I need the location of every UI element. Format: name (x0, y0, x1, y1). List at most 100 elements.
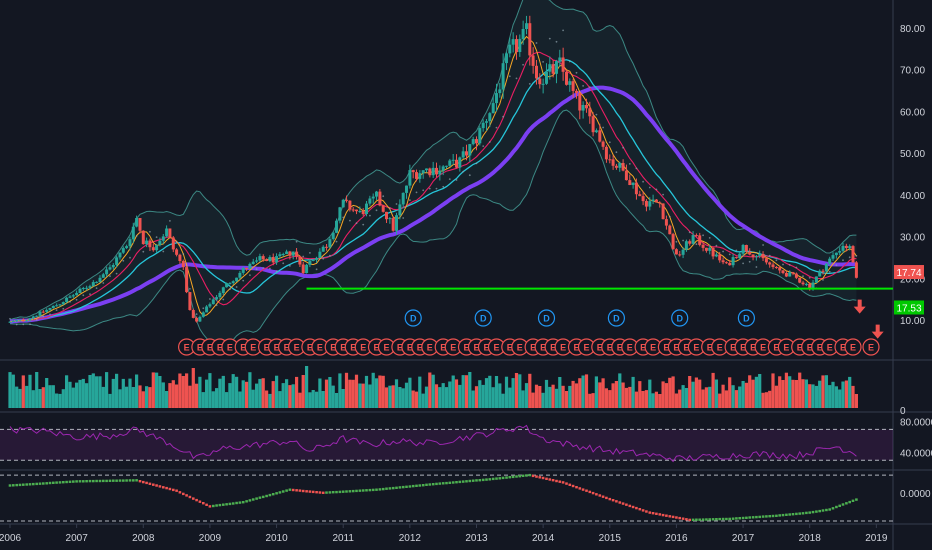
candle[interactable] (251, 258, 255, 265)
candle[interactable] (478, 126, 482, 146)
candle[interactable] (201, 311, 205, 318)
candle[interactable] (141, 230, 145, 245)
candle[interactable] (435, 162, 438, 178)
candle[interactable] (198, 315, 202, 323)
candle[interactable] (451, 154, 455, 165)
candle[interactable] (358, 206, 362, 214)
candle[interactable] (445, 165, 448, 169)
candle[interactable] (565, 71, 568, 86)
candle[interactable] (668, 224, 672, 235)
candle[interactable] (208, 302, 212, 309)
candle[interactable] (528, 15, 532, 66)
candle[interactable] (571, 78, 575, 98)
candle[interactable] (558, 49, 562, 67)
candle[interactable] (734, 256, 738, 259)
candle[interactable] (15, 319, 19, 323)
rsi-line[interactable] (9, 424, 857, 463)
candle[interactable] (714, 252, 718, 258)
candle[interactable] (18, 319, 22, 322)
candle[interactable] (548, 56, 552, 80)
candle[interactable] (125, 244, 129, 250)
dividend-marker[interactable]: D (607, 309, 626, 327)
dividend-marker[interactable]: D (474, 309, 492, 327)
candle[interactable] (258, 253, 262, 263)
candle[interactable] (115, 255, 119, 268)
candle[interactable] (781, 269, 785, 275)
candle[interactable] (428, 167, 432, 178)
candle[interactable] (684, 239, 688, 252)
candle[interactable] (61, 301, 65, 306)
candle[interactable] (121, 246, 125, 254)
candle[interactable] (471, 136, 475, 146)
candle[interactable] (315, 256, 319, 263)
candle[interactable] (834, 252, 838, 259)
candle[interactable] (55, 303, 59, 307)
earnings-marker[interactable]: E (687, 338, 706, 356)
candle[interactable] (278, 252, 282, 259)
candle[interactable] (541, 78, 545, 94)
candle[interactable] (221, 286, 225, 295)
candle[interactable] (375, 190, 378, 201)
candle[interactable] (618, 161, 622, 172)
candle[interactable] (751, 254, 755, 261)
price-pane[interactable] (8, 0, 894, 346)
candle[interactable] (178, 253, 182, 265)
candle[interactable] (711, 247, 715, 260)
candle[interactable] (318, 248, 322, 259)
candle[interactable] (598, 123, 602, 143)
candle[interactable] (591, 112, 595, 137)
candle[interactable] (778, 265, 782, 274)
sell-arrow-icon[interactable] (853, 299, 866, 314)
candle[interactable] (731, 253, 735, 268)
candle[interactable] (175, 248, 179, 257)
candle[interactable] (801, 280, 805, 286)
candle[interactable] (704, 247, 708, 253)
candle[interactable] (491, 96, 495, 114)
candle[interactable] (28, 317, 32, 322)
candle[interactable] (501, 53, 505, 99)
candle[interactable] (311, 258, 315, 262)
candle[interactable] (388, 217, 392, 224)
dividend-marker[interactable]: D (671, 309, 689, 327)
candle[interactable] (821, 269, 825, 275)
candle[interactable] (624, 164, 628, 181)
candle[interactable] (35, 315, 39, 317)
candle[interactable] (488, 112, 492, 128)
support-price-tag[interactable]: 17.53 (894, 300, 924, 315)
earnings-marker[interactable]: E (711, 338, 729, 356)
earnings-marker[interactable]: E (511, 338, 529, 356)
candle[interactable] (151, 243, 155, 252)
earnings-marker[interactable]: E (862, 338, 880, 356)
candle[interactable] (298, 255, 302, 267)
candle[interactable] (391, 216, 395, 232)
candle[interactable] (205, 305, 209, 313)
candle[interactable] (768, 261, 772, 268)
candle[interactable] (398, 199, 402, 220)
candle[interactable] (535, 60, 538, 85)
candle[interactable] (191, 308, 195, 319)
candle[interactable] (794, 272, 798, 280)
candle[interactable] (321, 245, 325, 252)
last-price-tag[interactable]: 17.74 (894, 265, 924, 280)
candle[interactable] (291, 251, 295, 260)
candle[interactable] (498, 82, 502, 98)
candle[interactable] (551, 60, 555, 78)
candle[interactable] (301, 261, 305, 275)
candle[interactable] (265, 258, 269, 262)
candle[interactable] (65, 296, 69, 304)
candle[interactable] (674, 248, 678, 255)
candle[interactable] (11, 320, 15, 322)
candle[interactable] (25, 319, 29, 322)
candle[interactable] (408, 164, 412, 189)
candle[interactable] (681, 247, 685, 259)
candle[interactable] (281, 252, 285, 257)
dividend-marker[interactable]: D (404, 309, 422, 327)
candle[interactable] (355, 209, 358, 215)
candle[interactable] (88, 284, 92, 290)
candle[interactable] (381, 205, 385, 213)
candle[interactable] (401, 192, 405, 208)
candle[interactable] (648, 197, 652, 211)
candle[interactable] (728, 260, 732, 266)
